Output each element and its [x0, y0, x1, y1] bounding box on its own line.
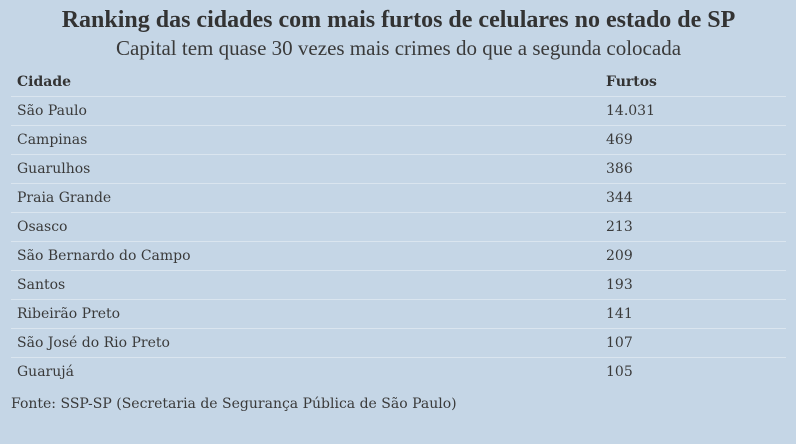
- table-row: São Bernardo do Campo 209: [11, 241, 786, 271]
- table-row: Campinas 469: [11, 125, 786, 155]
- thefts-cell: 14.031: [600, 96, 786, 126]
- city-cell: Ribeirão Preto: [11, 299, 600, 329]
- city-cell: Guarulhos: [11, 154, 600, 184]
- column-header-cidade: Cidade: [11, 67, 600, 97]
- city-cell: Santos: [11, 270, 600, 300]
- source-note: Fonte: SSP-SP (Secretaria de Segurança P…: [11, 396, 457, 412]
- ranking-table: Cidade Furtos São Paulo 14.031 Campinas 469…: [11, 67, 786, 386]
- city-cell: São José do Rio Preto: [11, 328, 600, 358]
- table-row: Santos 193: [11, 270, 786, 300]
- thefts-cell: 209: [600, 241, 786, 271]
- thefts-cell: 344: [600, 183, 786, 213]
- page-subtitle: Capital tem quase 30 vezes mais crimes d…: [115, 36, 682, 60]
- city-cell: São Paulo: [11, 96, 600, 126]
- page-title: Ranking das cidades com mais furtos de c…: [61, 7, 736, 33]
- table-row: São Paulo 14.031: [11, 96, 786, 126]
- table-row: São José do Rio Preto 107: [11, 328, 786, 358]
- table-header-row: Cidade Furtos: [11, 67, 786, 97]
- city-cell: Guarujá: [17, 364, 74, 380]
- table-row: Guarujá 105: [11, 358, 786, 387]
- thefts-cell: 469: [600, 125, 786, 155]
- thefts-cell: 105: [606, 364, 633, 380]
- column-header-furtos: Furtos: [600, 67, 786, 97]
- table-row: Praia Grande 344: [11, 183, 786, 213]
- city-cell: Osasco: [11, 212, 600, 242]
- thefts-cell: 107: [600, 328, 786, 358]
- thefts-cell: 141: [600, 299, 786, 329]
- city-cell: Campinas: [11, 125, 600, 155]
- city-cell: Praia Grande: [11, 183, 600, 213]
- page-container: Ranking das cidades com mais furtos de c…: [11, 7, 786, 412]
- thefts-cell: 213: [600, 212, 786, 242]
- table-row: Guarulhos 386: [11, 154, 786, 184]
- table-row: Osasco 213: [11, 212, 786, 242]
- city-cell: São Bernardo do Campo: [11, 241, 600, 271]
- table-row: Ribeirão Preto 141: [11, 299, 786, 329]
- thefts-cell: 386: [600, 154, 786, 184]
- thefts-cell: 193: [600, 270, 786, 300]
